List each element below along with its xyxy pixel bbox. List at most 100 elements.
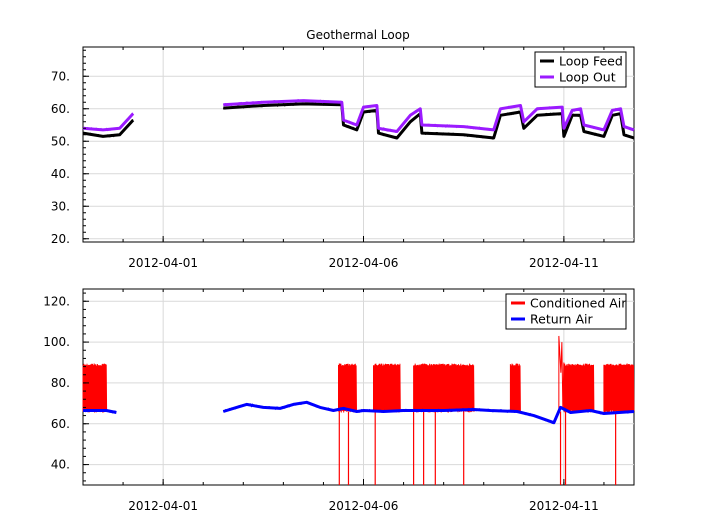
loop-feed-series-noise-seg [363,110,377,114]
loop-out-series-noise [82,98,634,134]
loop-feed-series-noise-seg [396,121,411,139]
return-air-series-noise-seg [443,407,475,412]
loop-out-series-noise-seg [421,123,464,129]
loop-feed-series-noise-seg [222,104,263,110]
loop-out-series-noise-seg [119,112,134,129]
loop-out-series-noise-seg [623,125,634,131]
ticks-top: 2012-04-01 2012-04-06 2012-04-11 20. 30. 40. 5… [51,47,605,270]
loop-feed-series-noise-seg [523,114,538,128]
loop-out-series-noise-seg [500,104,520,110]
return-air-series-noise-seg [403,408,444,413]
loop-out-series-noise-seg [303,99,343,104]
loop-out-series-noise-seg [583,125,604,132]
return-air-series-noise-seg [590,410,605,415]
return-air-series-noise-seg [293,400,307,406]
return-air-series-noise-seg [223,406,237,413]
loop-out-series-noise-seg [378,127,397,134]
y-tick-label: 60. [51,417,70,431]
y-tick-label: 40. [51,458,70,472]
legend-label: Loop Out [559,70,616,85]
return-air-series-noise-seg [343,406,357,413]
x-tick-label: 2012-04-06 [329,256,399,270]
y-tick-label: 60. [51,102,70,116]
loop-out-series-noise-seg [376,106,379,122]
loop-feed-series-noise-seg [102,133,119,138]
loop-out-series-noise-seg [363,105,377,108]
loop-feed-series-noise-seg [623,133,634,139]
return-air-series-noise-seg [570,409,591,414]
loop-out-series-noise-seg [410,108,421,116]
loop-out-series-noise-seg [396,115,411,132]
conditioned-air-peak [558,335,565,412]
air-temperature-axes: 2012-04-01 2012-04-06 2012-04-11 40. 60. 80. 1… [43,288,635,513]
legend-box [505,293,627,330]
return-air-series-noise-seg [516,410,533,417]
y-tick-label: 120. [43,294,70,308]
chart-title: Geothermal Loop [306,28,409,42]
legend-label: Loop Feed [559,54,623,69]
return-air-series-noise-seg [603,410,635,415]
y-tick-label: 30. [51,199,70,213]
conditioned-air-cycling [413,363,475,413]
series-bottom [82,335,635,485]
loop-feed-series-noise-seg [119,118,134,135]
return-air-series-noise-seg [533,415,554,425]
return-air-series-noise-seg [560,405,571,413]
return-air-series-noise-seg [263,406,280,411]
loop-feed-series-noise-seg [571,113,580,118]
x-tick-label: 2012-04-01 [128,499,198,513]
loop-out-series-noise-seg [82,126,103,131]
y-tick-label: 40. [51,167,70,181]
loop-feed-series-noise-seg [603,118,612,137]
loop-out-series-noise-seg [561,107,564,122]
conditioned-air-cycling [82,363,108,413]
conditioned-air-cycling [509,363,521,413]
loop-out-series-noise-seg [341,101,344,115]
loop-out-series-noise-seg [571,107,580,112]
return-air-series-noise-seg [319,407,334,412]
loop-feed-series-noise-seg [563,117,572,138]
loop-out-series-noise-seg [523,108,538,124]
loop-out-series-noise-seg [620,107,624,121]
loop-out-series-noise-seg [580,109,584,120]
y-tick-label: 100. [43,335,70,349]
loop-out-series-noise-seg [262,98,304,104]
loop-out-series-noise-seg [563,112,572,128]
loop-feed-series-noise-seg [500,110,521,117]
conditioned-air-cycling [563,363,595,413]
loop-out-series-noise-seg [343,118,357,126]
series-top [82,98,635,140]
x-tick-label: 2012-04-01 [128,256,198,270]
conditioned-air-cycling [603,363,635,413]
x-tick-label: 2012-04-11 [529,256,599,270]
loop-feed-series-noise-seg [612,112,620,117]
loop-out-series-noise-seg [223,100,264,107]
loop-feed-series-noise-seg [463,133,494,140]
loop-out-series-noise-seg [536,106,562,111]
x-tick-label: 2012-04-06 [329,499,399,513]
loop-out-series-noise-seg [612,107,620,112]
legend-label: Return Air [530,312,593,327]
return-air-series-noise-seg [279,403,294,409]
loop-feed-series-noise-seg [82,132,103,138]
return-air-series-noise-seg [106,409,117,414]
loop-feed-series-noise-seg [421,131,464,136]
return-air-series-noise-seg [246,403,263,408]
loop-feed-series-noise-seg [378,132,397,139]
y-tick-label: 50. [51,134,70,148]
loop-out-series-noise-seg [520,105,524,118]
return-air-series-noise-seg [383,409,403,413]
geothermal-loop-axes: Geothermal Loop 2012-04-01 2012-04-06 2012… [51,28,635,270]
loop-out-series-noise-seg [463,125,494,131]
return-air-series-noise-seg [306,402,321,408]
return-air-series-noise-seg [333,407,344,412]
legend-label: Conditioned Air [530,296,627,311]
ticks-bottom: 2012-04-01 2012-04-06 2012-04-11 40. 60. 80. 1… [43,289,605,513]
return-air-series-noise [82,400,635,425]
loop-out-series-noise-seg [419,108,422,122]
loop-out-series-noise-seg [102,127,119,132]
y-tick-label: 80. [51,376,70,390]
